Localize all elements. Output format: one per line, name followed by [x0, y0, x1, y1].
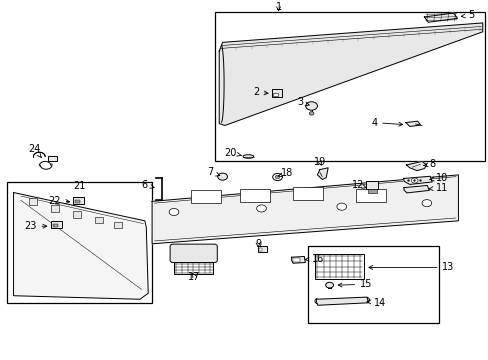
Circle shape	[275, 175, 280, 179]
Bar	[53, 224, 58, 227]
Bar	[48, 156, 57, 161]
Circle shape	[325, 282, 333, 288]
Bar	[7, 182, 152, 303]
Text: 18: 18	[278, 168, 293, 179]
Text: 22: 22	[48, 196, 69, 206]
Bar	[366, 181, 377, 189]
Text: 7: 7	[207, 167, 219, 177]
Text: 23: 23	[24, 221, 47, 231]
Text: 24: 24	[28, 144, 41, 157]
Circle shape	[410, 178, 417, 183]
Text: 14: 14	[366, 298, 386, 308]
Polygon shape	[406, 161, 426, 171]
FancyBboxPatch shape	[170, 244, 217, 262]
Text: 6: 6	[142, 180, 147, 190]
Polygon shape	[424, 13, 457, 22]
Bar	[174, 262, 213, 274]
Text: 20: 20	[224, 148, 241, 158]
Bar	[271, 89, 282, 97]
Circle shape	[256, 205, 266, 212]
Circle shape	[272, 174, 282, 180]
Ellipse shape	[243, 155, 253, 158]
Bar	[273, 93, 278, 96]
Text: 4: 4	[370, 118, 402, 127]
Bar	[73, 197, 84, 204]
Text: 5: 5	[460, 10, 473, 20]
Bar	[51, 221, 62, 228]
Circle shape	[421, 199, 431, 207]
Bar	[215, 12, 484, 161]
Circle shape	[169, 208, 179, 216]
Text: 13: 13	[368, 262, 454, 273]
Bar	[73, 211, 81, 218]
Polygon shape	[14, 193, 148, 299]
Polygon shape	[152, 175, 458, 244]
Text: 12: 12	[351, 180, 363, 190]
Polygon shape	[317, 168, 327, 180]
Text: 10: 10	[429, 174, 447, 183]
Circle shape	[308, 112, 313, 115]
Circle shape	[217, 173, 227, 180]
Polygon shape	[219, 23, 482, 125]
Text: 21: 21	[73, 181, 85, 191]
Polygon shape	[403, 185, 428, 193]
Text: 1: 1	[275, 2, 281, 12]
Text: 16: 16	[305, 253, 323, 264]
Bar	[314, 255, 363, 279]
Circle shape	[305, 102, 317, 110]
Bar	[95, 217, 102, 223]
Bar	[258, 248, 262, 251]
Bar	[367, 189, 376, 193]
Bar	[191, 190, 221, 203]
Polygon shape	[291, 256, 305, 263]
Bar	[356, 189, 386, 202]
Text: 2: 2	[252, 87, 267, 97]
Circle shape	[336, 203, 346, 210]
Bar	[257, 246, 267, 252]
Polygon shape	[403, 176, 431, 184]
Bar	[51, 205, 59, 212]
Text: 3: 3	[296, 98, 308, 107]
Text: 17: 17	[188, 272, 200, 282]
Polygon shape	[316, 297, 368, 305]
Polygon shape	[405, 121, 420, 126]
Bar	[292, 187, 323, 200]
Text: 9: 9	[255, 239, 261, 249]
Bar	[307, 246, 438, 323]
Bar	[114, 222, 122, 228]
Text: 19: 19	[313, 157, 325, 167]
Bar	[75, 199, 80, 203]
Text: 11: 11	[428, 183, 447, 193]
Text: 8: 8	[423, 159, 434, 169]
Text: 15: 15	[338, 279, 372, 289]
Bar	[29, 198, 37, 204]
Bar	[292, 258, 299, 262]
Bar	[239, 189, 269, 202]
